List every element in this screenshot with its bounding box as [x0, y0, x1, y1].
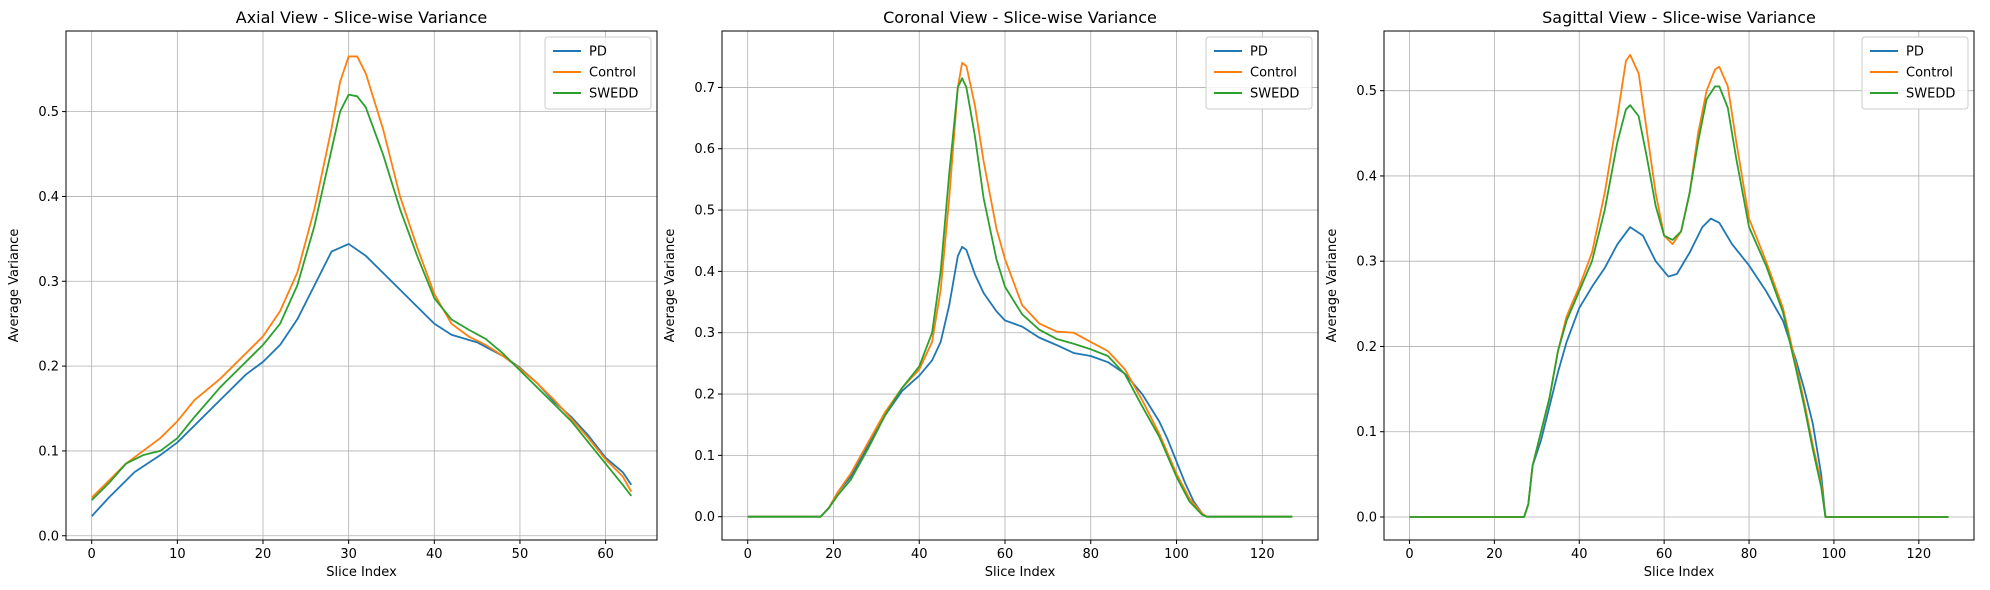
y-tick-label: 0.1: [1356, 425, 1377, 440]
x-tick-label: 50: [512, 547, 529, 562]
series-line-swedd: [1409, 85, 1949, 518]
legend-box: [544, 36, 652, 110]
x-tick-label: 40: [911, 547, 928, 562]
chart-panel-2: 0 20 40 60 80 100 120 0.0 0.1 0.2 0.3 0.4 0.5 Sagitta…: [1325, 8, 1975, 580]
x-tick-label: 10: [169, 547, 186, 562]
legend-label-swedd: SWEDD: [589, 87, 638, 102]
x-axis-label: Slice Index: [985, 565, 1056, 580]
y-tick-label: 0.3: [1356, 255, 1377, 270]
x-tick-label: 40: [426, 547, 443, 562]
y-tick-label: 0.1: [38, 444, 59, 459]
x-axis-label: Slice Index: [326, 565, 397, 580]
x-tick-label: 120: [1250, 547, 1275, 562]
x-tick-label: 40: [1571, 547, 1588, 562]
x-tick-label: 100: [1822, 547, 1847, 562]
y-tick-label: 0.2: [1356, 340, 1377, 355]
y-axis-label: Average Variance: [1325, 229, 1340, 343]
chart-title: Coronal View - Slice-wise Variance: [883, 8, 1157, 27]
chart-title: Axial View - Slice-wise Variance: [236, 8, 487, 27]
x-tick-label: 0: [744, 547, 752, 562]
x-tick-label: 60: [997, 547, 1014, 562]
plot-frame: [721, 30, 1319, 541]
chart-panel-1: 0 20 40 60 80 100 120 0.0 0.1 0.2 0.3 0.4 0.5 0.6 0.7 C…: [663, 8, 1319, 580]
x-axis-label: Slice Index: [1644, 565, 1715, 580]
y-tick-label: 0.5: [1356, 84, 1377, 99]
legend-label-pd: PD: [1250, 45, 1268, 60]
series-line-pd: [1409, 217, 1949, 518]
y-tick-label: 0.1: [694, 449, 715, 464]
legend: PD Control SWEDD: [1861, 36, 1969, 110]
x-tick-label: 30: [340, 547, 357, 562]
y-tick-label: 0.0: [694, 510, 715, 525]
series-line-control: [747, 61, 1293, 518]
x-tick-label: 20: [825, 547, 842, 562]
chart-panel-0: 0 10 20 30 40 50 60 0.0 0.1 0.2 0.3 0.4 0.5 Axial Vie…: [7, 8, 658, 580]
y-tick-label: 0.4: [38, 190, 59, 205]
y-tick-label: 0.2: [38, 360, 59, 375]
y-tick-label: 0.3: [694, 326, 715, 341]
x-tick-label: 20: [1486, 547, 1503, 562]
series-line-control: [91, 55, 633, 499]
legend: PD Control SWEDD: [544, 36, 652, 110]
y-axis-label: Average Variance: [663, 229, 678, 343]
x-tick-label: 20: [255, 547, 272, 562]
x-tick-label: 60: [597, 547, 614, 562]
legend-label-control: Control: [589, 66, 636, 81]
legend-label-control: Control: [1906, 66, 1953, 81]
legend-label-pd: PD: [1906, 45, 1924, 60]
legend-label-control: Control: [1250, 66, 1297, 81]
x-tick-label: 120: [1906, 547, 1931, 562]
x-tick-label: 60: [1656, 547, 1673, 562]
y-tick-label: 0.7: [694, 81, 715, 96]
y-tick-label: 0.5: [38, 105, 59, 120]
y-tick-label: 0.6: [694, 142, 715, 157]
y-tick-label: 0.3: [38, 275, 59, 290]
y-tick-label: 0.5: [694, 204, 715, 219]
x-tick-label: 0: [88, 547, 96, 562]
y-tick-label: 0.4: [694, 265, 715, 280]
plot-frame: [1383, 30, 1975, 541]
series-line-swedd: [91, 93, 633, 501]
chart-title: Sagittal View - Slice-wise Variance: [1542, 8, 1816, 27]
legend: PD Control SWEDD: [1205, 36, 1313, 110]
legend-label-swedd: SWEDD: [1906, 87, 1955, 102]
x-tick-label: 0: [1405, 547, 1413, 562]
x-tick-label: 80: [1082, 547, 1099, 562]
legend-label-swedd: SWEDD: [1250, 87, 1299, 102]
y-tick-label: 0.2: [694, 388, 715, 403]
x-tick-label: 80: [1741, 547, 1758, 562]
series-line-swedd: [747, 77, 1293, 518]
y-tick-label: 0.4: [1356, 169, 1377, 184]
legend-box: [1861, 36, 1969, 110]
y-axis-label: Average Variance: [7, 229, 22, 343]
x-tick-label: 100: [1164, 547, 1189, 562]
y-tick-label: 0.0: [1356, 510, 1377, 525]
plot-frame: [65, 30, 658, 541]
legend-box: [1205, 36, 1313, 110]
legend-label-pd: PD: [589, 45, 607, 60]
y-tick-label: 0.0: [38, 529, 59, 544]
